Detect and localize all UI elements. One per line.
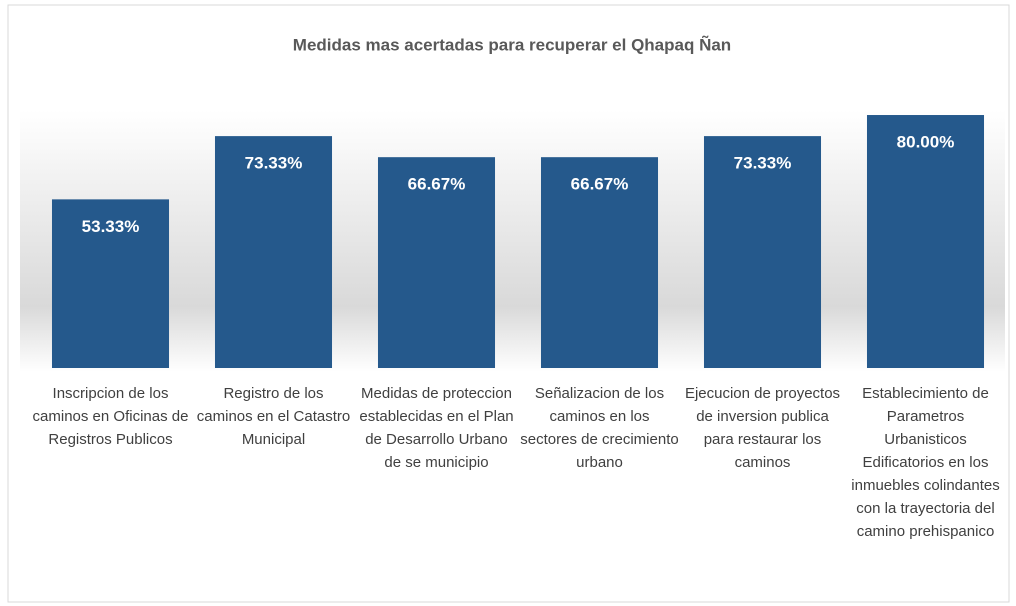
backdrop xyxy=(20,110,1005,372)
x-tick-label: Medidas de proteccion establecidas en el… xyxy=(359,385,514,471)
bar xyxy=(703,136,822,368)
bar xyxy=(540,157,659,368)
value-label: 73.33% xyxy=(734,154,792,173)
bar xyxy=(51,199,170,368)
value-label: 73.33% xyxy=(245,154,303,173)
bar xyxy=(377,157,496,368)
value-label: 66.67% xyxy=(408,175,466,194)
chart-title: Medidas mas acertadas para recuperar el … xyxy=(293,34,731,54)
x-tick-label: Establecimiento de Parametros Urbanistic… xyxy=(851,385,1000,540)
bar xyxy=(214,136,333,368)
value-label: 66.67% xyxy=(571,175,629,194)
value-label: 80.00% xyxy=(897,133,955,152)
bar xyxy=(866,115,985,369)
x-tick-label: Ejecucion de proyectos de inversion publ… xyxy=(684,385,841,471)
x-tick-label: Registro de los caminos en el Catastro M… xyxy=(196,385,351,448)
value-label: 53.33% xyxy=(82,217,140,236)
x-tick-label: Señalizacion de los caminos en los secto… xyxy=(520,385,679,471)
x-tick-label: Inscripcion de los caminos en Oficinas d… xyxy=(32,385,189,448)
